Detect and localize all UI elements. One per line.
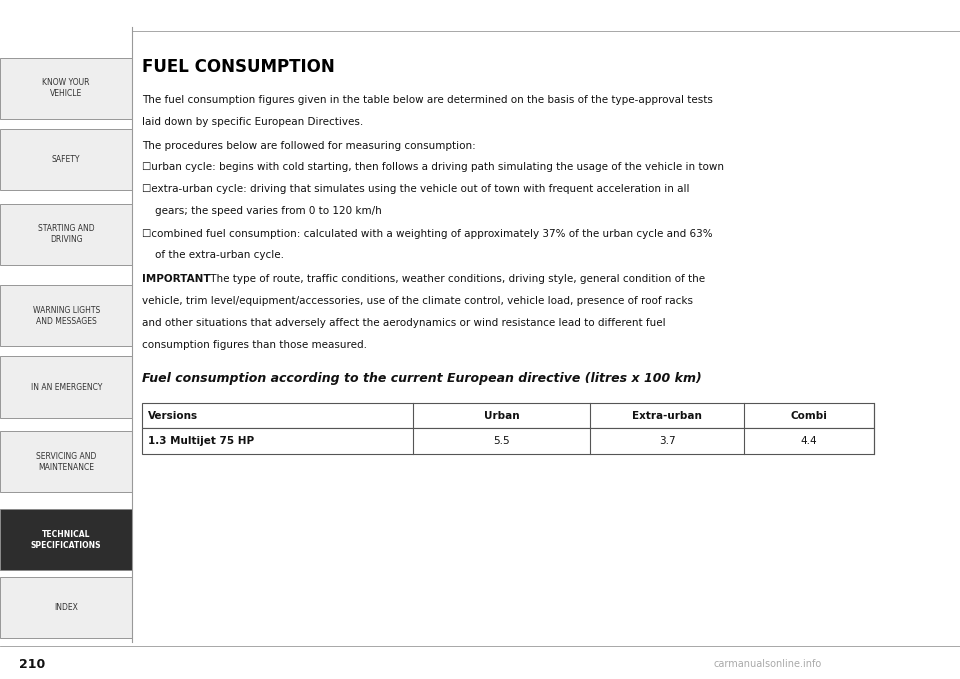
Text: KNOW YOUR
VEHICLE: KNOW YOUR VEHICLE — [42, 78, 90, 98]
Text: IMPORTANT: IMPORTANT — [142, 274, 210, 285]
Text: 1.3 Multijet 75 HP: 1.3 Multijet 75 HP — [148, 437, 254, 446]
Bar — [0, 285, 132, 346]
Text: INDEX: INDEX — [55, 603, 78, 612]
Bar — [142, 428, 874, 454]
Bar — [0, 129, 132, 190]
Text: vehicle, trim level/equipment/accessories, use of the climate control, vehicle l: vehicle, trim level/equipment/accessorie… — [142, 296, 693, 306]
Text: TECHNICAL
SPECIFICATIONS: TECHNICAL SPECIFICATIONS — [31, 530, 102, 550]
Text: Extra-urban: Extra-urban — [633, 411, 702, 420]
Text: and other situations that adversely affect the aerodynamics or wind resistance l: and other situations that adversely affe… — [142, 318, 665, 328]
Text: ☐urban cycle: begins with cold starting, then follows a driving path simulating : ☐urban cycle: begins with cold starting,… — [142, 162, 724, 172]
Bar — [142, 403, 874, 428]
Text: Urban: Urban — [484, 411, 519, 420]
Text: Combi: Combi — [790, 411, 828, 420]
Text: The type of route, traffic conditions, weather conditions, driving style, genera: The type of route, traffic conditions, w… — [207, 274, 706, 285]
Text: gears; the speed varies from 0 to 120 km/h: gears; the speed varies from 0 to 120 km… — [142, 206, 382, 216]
Text: FUEL CONSUMPTION: FUEL CONSUMPTION — [142, 58, 335, 76]
Text: laid down by specific European Directives.: laid down by specific European Directive… — [142, 117, 363, 127]
Text: SERVICING AND
MAINTENANCE: SERVICING AND MAINTENANCE — [36, 452, 96, 472]
Text: Fuel consumption according to the current European directive (litres x 100 km): Fuel consumption according to the curren… — [142, 372, 702, 385]
Text: STARTING AND
DRIVING: STARTING AND DRIVING — [38, 224, 94, 244]
Text: 5.5: 5.5 — [493, 437, 510, 446]
Text: 210: 210 — [19, 657, 45, 671]
Text: ☐combined fuel consumption: calculated with a weighting of approximately 37% of : ☐combined fuel consumption: calculated w… — [142, 229, 712, 239]
Text: Versions: Versions — [148, 411, 198, 420]
Bar — [0, 509, 132, 570]
Text: carmanualsonline.info: carmanualsonline.info — [714, 659, 822, 669]
Bar — [0, 431, 132, 492]
Text: WARNING LIGHTS
AND MESSAGES: WARNING LIGHTS AND MESSAGES — [33, 306, 100, 326]
Bar — [0, 577, 132, 638]
Text: 4.4: 4.4 — [801, 437, 817, 446]
Text: ☐extra-urban cycle: driving that simulates using the vehicle out of town with fr: ☐extra-urban cycle: driving that simulat… — [142, 184, 689, 194]
Text: IN AN EMERGENCY: IN AN EMERGENCY — [31, 382, 102, 392]
Text: The procedures below are followed for measuring consumption:: The procedures below are followed for me… — [142, 141, 476, 151]
Bar — [0, 356, 132, 418]
Bar — [0, 204, 132, 265]
Text: 3.7: 3.7 — [659, 437, 676, 446]
Bar — [0, 58, 132, 119]
Text: of the extra-urban cycle.: of the extra-urban cycle. — [142, 251, 284, 261]
Text: The fuel consumption figures given in the table below are determined on the basi: The fuel consumption figures given in th… — [142, 95, 713, 105]
Text: SAFETY: SAFETY — [52, 155, 81, 164]
Text: consumption figures than those measured.: consumption figures than those measured. — [142, 340, 367, 350]
